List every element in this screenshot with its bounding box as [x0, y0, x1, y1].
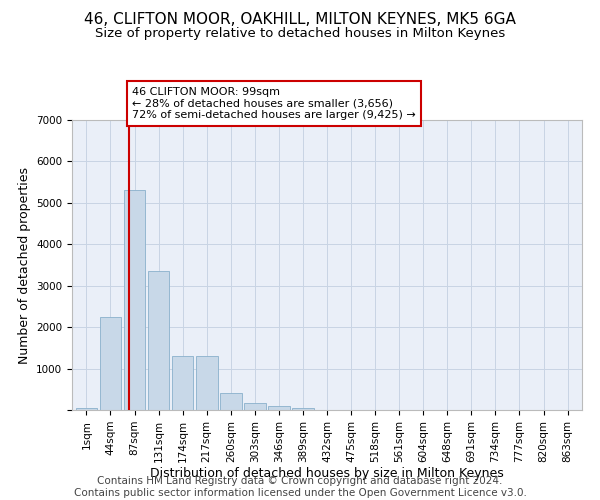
Bar	[76, 408, 97, 410]
Bar	[100, 317, 121, 410]
Bar	[244, 403, 266, 410]
Bar	[292, 408, 314, 410]
Bar	[124, 190, 145, 410]
Bar	[220, 392, 242, 410]
Text: 46, CLIFTON MOOR, OAKHILL, MILTON KEYNES, MK5 6GA: 46, CLIFTON MOOR, OAKHILL, MILTON KEYNES…	[84, 12, 516, 28]
Y-axis label: Number of detached properties: Number of detached properties	[17, 166, 31, 364]
Bar	[148, 271, 169, 410]
X-axis label: Distribution of detached houses by size in Milton Keynes: Distribution of detached houses by size …	[150, 468, 504, 480]
Bar	[196, 356, 218, 410]
Bar	[172, 356, 193, 410]
Text: Contains HM Land Registry data © Crown copyright and database right 2024.
Contai: Contains HM Land Registry data © Crown c…	[74, 476, 526, 498]
Bar	[268, 406, 290, 410]
Text: Size of property relative to detached houses in Milton Keynes: Size of property relative to detached ho…	[95, 28, 505, 40]
Text: 46 CLIFTON MOOR: 99sqm
← 28% of detached houses are smaller (3,656)
72% of semi-: 46 CLIFTON MOOR: 99sqm ← 28% of detached…	[132, 87, 416, 120]
